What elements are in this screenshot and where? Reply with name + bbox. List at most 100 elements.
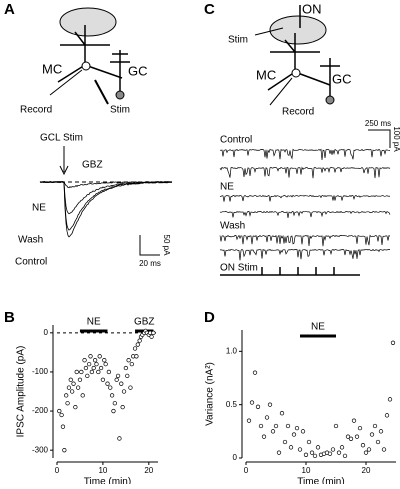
point (348, 436, 354, 441)
point (57, 408, 62, 414)
gc-soma (115, 90, 125, 100)
label: Control (15, 257, 47, 268)
point (75, 385, 81, 390)
x-axis-label: Time (min) (84, 477, 131, 484)
panel-label: C (204, 1, 215, 18)
x-tick-label: 0 (55, 466, 60, 475)
point (285, 423, 291, 429)
label: Record (282, 107, 314, 118)
point (345, 434, 351, 439)
diagram-c: ON Stim MC GC Record (228, 1, 352, 117)
point (79, 369, 84, 375)
record-electrode (269, 77, 293, 106)
label: NE (220, 182, 234, 193)
point (83, 365, 89, 371)
panel-label: D (204, 309, 215, 326)
gc-soma (325, 95, 335, 105)
point (360, 443, 366, 448)
label: Wash (18, 235, 43, 246)
point (137, 338, 142, 343)
point (66, 385, 72, 390)
trace (219, 166, 391, 179)
mitral-cell (57, 25, 123, 83)
x-tick-label: 20 (144, 466, 153, 475)
label: 50 pA (162, 235, 171, 257)
point (85, 373, 90, 379)
point (64, 393, 69, 398)
label: 100 pA (392, 126, 400, 152)
label: MC (42, 61, 62, 76)
stim-electrode (254, 27, 284, 36)
point (309, 450, 315, 455)
label: Record (20, 105, 52, 116)
label: GBZ (82, 160, 103, 171)
label: Control (220, 135, 252, 146)
point (270, 429, 276, 434)
label: MC (256, 67, 276, 82)
x-tick-label: 10 (98, 466, 107, 475)
point (255, 404, 261, 409)
trace (219, 148, 391, 161)
point (378, 429, 384, 434)
point (117, 436, 122, 441)
point (126, 358, 131, 363)
y-tick-label: 0 (44, 328, 49, 337)
granule-cell (110, 50, 130, 95)
point (390, 340, 396, 345)
point (297, 447, 303, 452)
point (258, 423, 264, 429)
point (88, 354, 93, 359)
point (375, 439, 381, 445)
label: NE (32, 203, 46, 214)
point (135, 342, 140, 347)
y-tick-label: 0.5 (226, 400, 238, 409)
point (128, 385, 133, 390)
scale-bar (139, 235, 160, 256)
stim-arrow (59, 146, 69, 176)
point (363, 450, 369, 455)
trace (220, 248, 391, 261)
label: ON (302, 1, 322, 16)
stim-trace (220, 267, 360, 276)
point (288, 445, 294, 450)
point (115, 373, 121, 379)
trace (39, 180, 173, 231)
x-tick-label: 0 (244, 466, 249, 475)
point (249, 400, 255, 405)
point (261, 434, 267, 439)
trace (219, 210, 391, 219)
y-tick-label: -100 (32, 367, 49, 376)
y-tick-label: 0 (233, 453, 238, 462)
point (105, 381, 110, 386)
point (264, 415, 270, 420)
soma (291, 68, 301, 78)
x-tick-label: 20 (362, 466, 371, 475)
point (65, 401, 70, 406)
point (339, 445, 345, 450)
point (91, 365, 96, 371)
point (100, 377, 106, 382)
point (98, 365, 104, 371)
point (267, 402, 273, 407)
diagram-a: MC GC Record Stim (20, 7, 148, 116)
point (312, 453, 318, 459)
mitral-cell (267, 5, 331, 91)
label: Wash (220, 221, 245, 232)
y-axis-label: Variance (nA²) (205, 362, 216, 426)
point (102, 358, 107, 363)
point (279, 411, 285, 416)
point (333, 423, 339, 429)
point (384, 413, 390, 418)
point (114, 377, 119, 382)
charts: 0 -100 -200 -300 0 10 20 Time (min) IPSC Amplitu… (16, 317, 396, 488)
point (97, 354, 102, 359)
point (96, 369, 101, 375)
point (315, 445, 321, 450)
point (294, 425, 300, 431)
point (282, 439, 288, 445)
point (73, 404, 78, 410)
panel-label: B (4, 309, 15, 326)
label: GCL Stim (40, 133, 83, 144)
point (387, 397, 393, 402)
scale-bar (368, 129, 391, 148)
